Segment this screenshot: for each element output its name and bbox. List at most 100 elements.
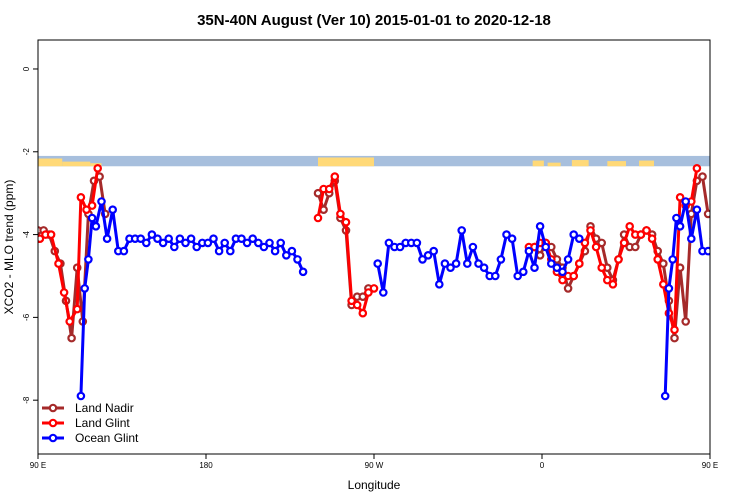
data-point — [418, 255, 427, 264]
data-point — [170, 242, 179, 252]
land-patch — [532, 160, 544, 167]
data-point — [253, 238, 263, 248]
series-land-glint — [38, 164, 702, 335]
data-point — [451, 259, 461, 268]
data-point — [563, 255, 573, 264]
data-point — [373, 259, 383, 268]
data-point — [226, 246, 235, 256]
data-point — [423, 251, 433, 260]
data-point — [237, 234, 246, 244]
data-point — [653, 255, 663, 264]
data-point — [672, 213, 681, 223]
data-point — [164, 234, 174, 244]
land-patch — [639, 160, 654, 167]
y-axis-label: XCO2 - MLO trend (ppm) — [2, 180, 16, 315]
land-patch — [38, 158, 63, 167]
data-point — [692, 164, 702, 173]
data-point — [563, 284, 573, 293]
data-point — [703, 209, 710, 219]
data-point — [287, 246, 297, 256]
data-point — [535, 222, 545, 231]
data-point — [102, 234, 112, 244]
data-point — [625, 222, 635, 231]
data-point — [716, 236, 722, 242]
data-point — [84, 255, 93, 264]
data-point — [341, 217, 351, 227]
data-point — [242, 238, 252, 248]
data-point — [513, 271, 523, 281]
data-point — [181, 238, 190, 248]
data-point — [692, 205, 702, 215]
coastline-strip — [38, 155, 734, 167]
data-point — [358, 308, 368, 318]
data-point — [65, 317, 75, 326]
data-point — [352, 300, 362, 310]
data-point — [153, 234, 162, 244]
data-point — [265, 238, 274, 248]
legend-label: Ocean Glint — [75, 431, 139, 445]
data-point — [490, 271, 500, 281]
data-point — [119, 246, 129, 256]
land-patch — [710, 159, 734, 167]
land-patch — [547, 162, 561, 167]
data-point — [80, 284, 90, 293]
data-point — [192, 242, 202, 252]
data-point — [209, 234, 218, 244]
data-point — [530, 263, 539, 273]
data-point — [147, 230, 157, 239]
data-point — [59, 288, 69, 297]
data-point — [552, 263, 562, 273]
legend-item: Land Nadir — [42, 401, 134, 415]
data-point — [541, 242, 551, 252]
data-point — [586, 226, 595, 235]
data-point — [468, 242, 478, 252]
y-tick-label: -6 — [22, 313, 31, 321]
land-patch — [62, 161, 91, 167]
data-point — [681, 197, 691, 206]
data-point — [457, 226, 467, 235]
data-point — [46, 230, 56, 239]
legend-item: Land Glint — [42, 416, 130, 430]
data-point — [502, 230, 511, 239]
data-point — [259, 242, 269, 252]
data-point — [722, 236, 728, 242]
data-point — [324, 184, 334, 194]
data-point — [675, 193, 685, 202]
data-point — [330, 172, 340, 181]
data-point — [709, 236, 710, 241]
data-point — [54, 259, 63, 268]
data-point — [698, 172, 707, 181]
data-point — [158, 238, 168, 248]
x-tick-label: 0 — [540, 461, 545, 470]
data-point — [395, 242, 405, 252]
x-tick-label: 90 W — [365, 461, 384, 470]
data-point — [136, 234, 146, 244]
data-point — [214, 246, 224, 256]
data-point — [524, 246, 534, 256]
legend-marker — [48, 433, 58, 443]
data-point — [298, 267, 308, 277]
data-point — [293, 255, 302, 264]
data-point — [614, 255, 623, 264]
data-point — [647, 234, 657, 244]
plot-frame — [37, 39, 711, 455]
data-point — [670, 325, 679, 335]
data-point — [384, 238, 394, 248]
data-point — [703, 246, 710, 256]
data-point — [97, 197, 106, 206]
data-point — [93, 164, 103, 173]
data-point — [87, 213, 97, 223]
data-point — [574, 259, 584, 268]
data-point — [270, 246, 280, 256]
data-point — [434, 279, 444, 289]
data-point — [675, 222, 685, 231]
data-point — [686, 234, 696, 244]
data-point — [364, 288, 373, 297]
data-point — [630, 242, 640, 252]
legend-item: Ocean Glint — [42, 431, 139, 445]
data-point — [658, 279, 668, 289]
data-point — [574, 234, 584, 244]
data-point — [87, 201, 97, 210]
data-point — [336, 209, 345, 219]
x-tick-label: 180 — [199, 461, 213, 470]
